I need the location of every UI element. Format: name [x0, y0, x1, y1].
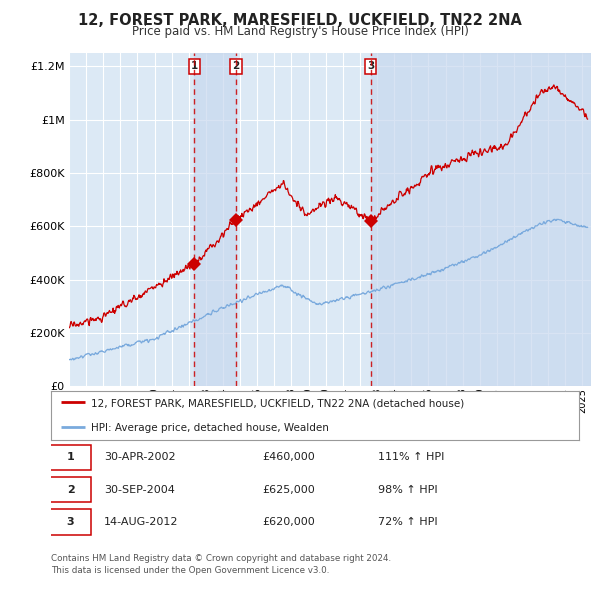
Text: 2: 2 [67, 485, 74, 494]
Text: 98% ↑ HPI: 98% ↑ HPI [379, 485, 438, 494]
Text: 14-AUG-2012: 14-AUG-2012 [104, 517, 178, 527]
Text: 3: 3 [367, 61, 374, 71]
Text: 30-APR-2002: 30-APR-2002 [104, 453, 175, 462]
Text: £625,000: £625,000 [262, 485, 315, 494]
FancyBboxPatch shape [50, 445, 91, 470]
Text: 72% ↑ HPI: 72% ↑ HPI [379, 517, 438, 527]
FancyBboxPatch shape [50, 477, 91, 502]
Text: 12, FOREST PARK, MARESFIELD, UCKFIELD, TN22 2NA: 12, FOREST PARK, MARESFIELD, UCKFIELD, T… [78, 13, 522, 28]
Text: HPI: Average price, detached house, Wealden: HPI: Average price, detached house, Weal… [91, 424, 328, 434]
Text: £620,000: £620,000 [262, 517, 315, 527]
FancyBboxPatch shape [50, 509, 91, 535]
Text: 2: 2 [232, 61, 239, 71]
Text: Price paid vs. HM Land Registry's House Price Index (HPI): Price paid vs. HM Land Registry's House … [131, 25, 469, 38]
Text: £460,000: £460,000 [262, 453, 315, 462]
Text: 1: 1 [191, 61, 198, 71]
Bar [194, 53, 236, 386]
Text: 1: 1 [67, 453, 74, 462]
Text: Contains HM Land Registry data © Crown copyright and database right 2024.
This d: Contains HM Land Registry data © Crown c… [51, 555, 391, 575]
Text: 30-SEP-2004: 30-SEP-2004 [104, 485, 175, 494]
Text: 111% ↑ HPI: 111% ↑ HPI [379, 453, 445, 462]
Text: 3: 3 [67, 517, 74, 527]
Bar [371, 53, 591, 386]
Text: 12, FOREST PARK, MARESFIELD, UCKFIELD, TN22 2NA (detached house): 12, FOREST PARK, MARESFIELD, UCKFIELD, T… [91, 398, 464, 408]
